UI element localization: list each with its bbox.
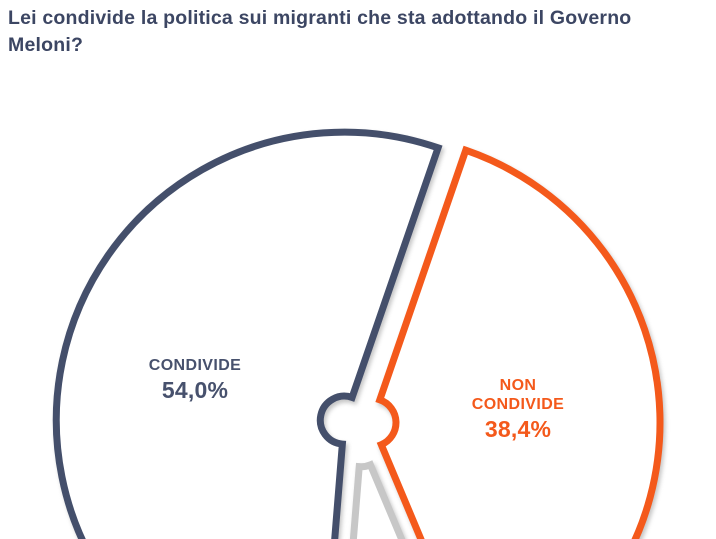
pie-slice-condivide [52, 128, 443, 539]
pie-slice-other [349, 460, 406, 539]
slice-label-condivide: CONDIVIDE 54,0% [110, 356, 280, 403]
chart-title-line1: Lei condivide la politica sui migranti c… [8, 7, 632, 29]
slice-label-non-condivide-name-line1: NON [499, 377, 537, 394]
chart-title-line2: Meloni? [8, 34, 84, 56]
slice-label-condivide-name: CONDIVIDE [148, 357, 242, 374]
slice-label-non-condivide-name-line2: CONDIVIDE [471, 396, 565, 413]
slice-label-condivide-value: 54,0% [161, 377, 229, 403]
slice-label-non-condivide: NON CONDIVIDE 38,4% [433, 376, 603, 442]
pie-slice-non-condivide [375, 145, 664, 539]
slice-label-non-condivide-value: 38,4% [484, 416, 552, 442]
chart-title: Lei condivide la politica sui migranti c… [8, 5, 712, 59]
